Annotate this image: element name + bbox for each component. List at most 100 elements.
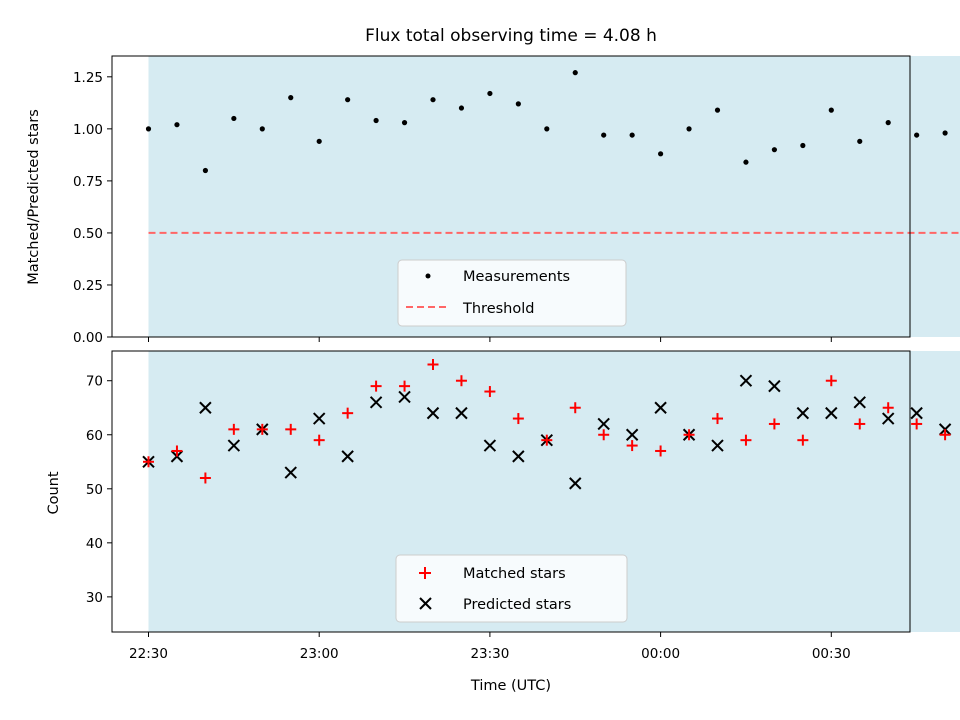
legend-matched-marker: [419, 567, 431, 579]
matched-star-point: [882, 402, 894, 414]
top-axes-frame: [111, 55, 911, 338]
predicted-star-point: [455, 406, 468, 420]
predicted-star-point: [284, 466, 297, 479]
matched-star-point: [825, 375, 837, 387]
predicted-star-point: [825, 406, 838, 420]
x-tick-label: 00:00: [641, 646, 680, 662]
measurement-point: [145, 126, 152, 132]
measurement-point: [914, 132, 920, 138]
measurement-points: [145, 70, 948, 174]
bottom-legend-box: [395, 554, 628, 623]
predicted-star-point: [597, 417, 610, 431]
legend-threshold-label: Threshold: [462, 301, 534, 317]
y-tick-label: 30: [86, 590, 103, 606]
measurement-point: [288, 95, 294, 101]
matched-star-point: [143, 456, 154, 468]
legend-measurements-marker: [425, 273, 431, 279]
predicted-star-point: [312, 412, 326, 425]
predicted-star-point: [341, 450, 354, 463]
predicted-star-point: [199, 401, 212, 414]
measurement-point: [202, 167, 208, 174]
measurement-point: [771, 147, 778, 153]
y-tick-label: 40: [86, 536, 103, 552]
predicted-star-point: [569, 477, 582, 490]
matched-star-point: [370, 380, 382, 392]
bottom-legend: Matched stars Predicted stars: [395, 554, 628, 623]
top-x-ticks: [148, 337, 832, 342]
x-tick-label: 22:30: [129, 646, 168, 662]
y-tick-label: 50: [86, 482, 103, 498]
top-y-axis-label: Matched/Predicted stars: [26, 109, 42, 285]
predicted-star-point: [426, 406, 440, 420]
matched-star-point: [683, 429, 695, 441]
top-legend: Measurements Threshold: [397, 259, 627, 327]
measurement-point: [828, 107, 834, 113]
predicted-star-point: [853, 396, 866, 409]
predicted-star-point: [512, 450, 525, 463]
matched-star-point: [199, 472, 211, 484]
predicted-star-point: [739, 374, 753, 387]
matched-star-point: [712, 413, 723, 425]
measurement-point: [885, 120, 891, 126]
matched-star-point: [569, 402, 581, 414]
predicted-star-point: [227, 439, 241, 452]
matched-star-point: [285, 423, 297, 435]
predicted-star-point: [654, 401, 667, 414]
y-tick-label: 1.25: [73, 70, 103, 86]
matched-star-point: [626, 440, 638, 452]
matched-star-point: [427, 359, 439, 371]
count-points: [142, 359, 952, 490]
measurement-point: [601, 132, 607, 138]
x-tick-label: 23:00: [300, 646, 339, 662]
matched-star-point: [313, 434, 325, 446]
matched-star-point: [342, 407, 354, 419]
measurement-point: [430, 97, 436, 103]
matched-star-point: [797, 434, 809, 446]
matched-star-point: [171, 445, 183, 457]
measurement-point: [743, 159, 749, 165]
bottom-axes-frame: [111, 350, 911, 633]
measurement-point: [629, 132, 635, 138]
predicted-star-point: [768, 379, 781, 393]
matched-star-point: [228, 423, 240, 435]
x-axis-label: Time (UTC): [470, 678, 551, 694]
chart-title: Flux total observing time = 4.08 h: [365, 26, 657, 46]
matched-star-point: [740, 434, 752, 446]
matched-star-point: [399, 380, 411, 392]
matched-star-point: [939, 429, 951, 441]
measurement-point: [686, 126, 692, 132]
measurement-point: [174, 122, 180, 128]
legend-matched-label: Matched stars: [463, 566, 566, 582]
predicted-star-point: [711, 439, 724, 452]
measurement-point: [458, 105, 465, 111]
measurement-point: [231, 115, 237, 122]
measurement-point: [487, 90, 493, 97]
y-tick-label: 60: [86, 428, 103, 444]
predicted-star-point: [910, 406, 923, 420]
measurement-point: [345, 97, 351, 103]
top-legend-box: [397, 259, 627, 327]
legend-predicted-marker: [419, 597, 432, 610]
predicted-star-point: [398, 390, 411, 404]
matched-star-point: [911, 418, 923, 430]
matched-star-point: [455, 375, 467, 387]
measurement-point: [259, 126, 265, 132]
x-tick-label: 23:30: [470, 646, 509, 662]
measurement-point: [658, 151, 664, 157]
matched-star-point: [541, 434, 553, 446]
measurement-point: [373, 117, 379, 124]
x-tick-label: 00:30: [812, 646, 851, 662]
y-tick-label: 0.50: [73, 226, 103, 242]
legend-measurements-label: Measurements: [463, 269, 570, 285]
measurement-point: [800, 142, 806, 149]
predicted-star-point: [483, 439, 497, 452]
matched-star-point: [768, 418, 780, 430]
predicted-star-point: [796, 406, 810, 420]
matched-star-point: [854, 418, 866, 430]
predicted-star-point: [881, 412, 895, 425]
y-tick-label: 70: [86, 374, 103, 390]
y-tick-label: 1.00: [73, 122, 103, 138]
matched-star-point: [256, 423, 268, 435]
measurement-point: [572, 70, 578, 76]
